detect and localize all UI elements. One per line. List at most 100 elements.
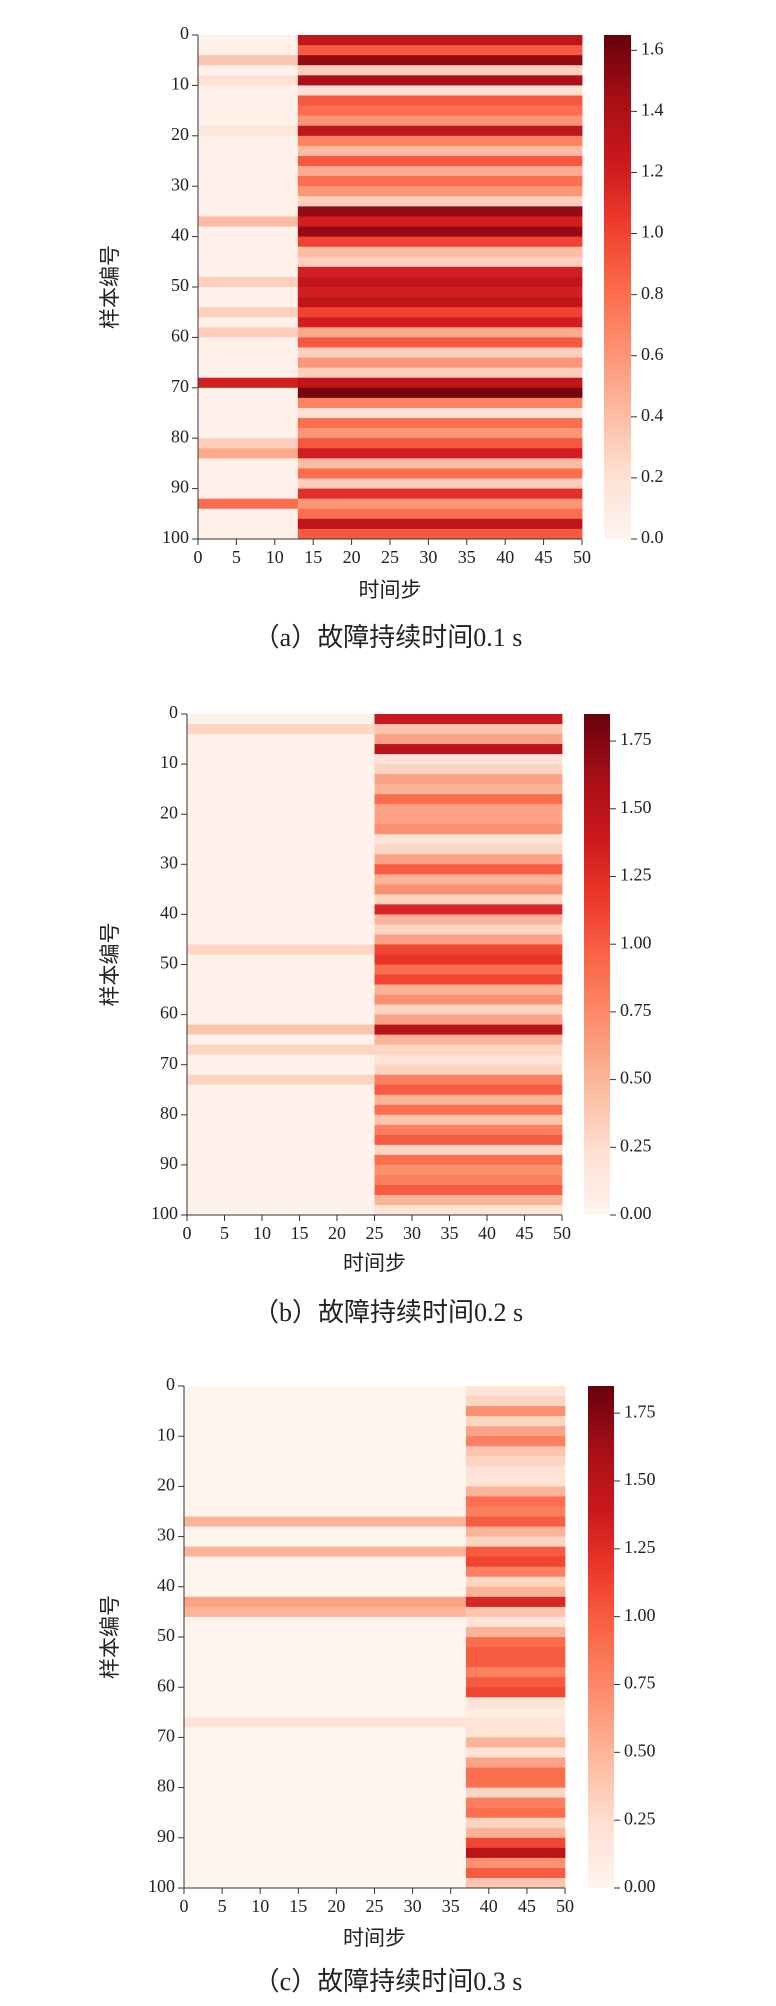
heatmap-cell xyxy=(198,327,299,338)
heatmap-cell xyxy=(465,1697,566,1708)
heatmap-cell xyxy=(374,794,563,805)
colorbar xyxy=(588,1386,614,1888)
heatmap-cell xyxy=(184,1717,467,1728)
heatmap-cell xyxy=(198,438,299,449)
heatmap-cell xyxy=(297,276,583,288)
colorbar-tick-label: 0.25 xyxy=(624,1808,656,1828)
heatmap-cell xyxy=(187,1184,375,1196)
heatmap-cell xyxy=(297,468,583,479)
heatmap-cell xyxy=(374,734,563,745)
heatmap-cell xyxy=(297,206,583,217)
heatmap-cell xyxy=(184,1767,467,1778)
y-axis-label: 样本编号 xyxy=(98,923,122,1007)
heatmap-cell xyxy=(198,428,299,439)
y-tick-label: 90 xyxy=(171,477,189,497)
heatmap-cell xyxy=(465,1556,566,1568)
heatmap-cell xyxy=(297,246,583,258)
heatmap-cell xyxy=(187,744,375,755)
heatmap-cell xyxy=(187,964,375,975)
x-tick-label: 10 xyxy=(251,1896,269,1916)
heatmap-cell xyxy=(184,1737,467,1748)
x-tick-label: 50 xyxy=(553,1223,571,1243)
heatmap-cell xyxy=(465,1456,566,1467)
heatmap-cell xyxy=(198,145,299,157)
heatmap-cell xyxy=(187,1164,375,1176)
colorbar-tick-label: 0.8 xyxy=(641,283,664,303)
x-tick-label: 0 xyxy=(183,1223,192,1243)
heatmap-cell xyxy=(297,85,583,96)
heatmap-cell xyxy=(184,1596,467,1608)
y-tick-label: 90 xyxy=(160,1153,178,1173)
heatmap-cell xyxy=(465,1787,566,1799)
heatmap-cell xyxy=(297,478,583,489)
heatmap-cell xyxy=(198,287,299,298)
heatmap-cell xyxy=(184,1807,467,1819)
heatmap-cell xyxy=(465,1837,566,1849)
heatmap-cell xyxy=(374,854,563,865)
heatmap-cell xyxy=(187,714,375,725)
heatmap-cell xyxy=(184,1576,467,1588)
heatmap-cell xyxy=(187,734,375,745)
colorbar-tick-label: 0.4 xyxy=(641,405,664,425)
heatmap-cell xyxy=(374,964,563,975)
heatmap-cell xyxy=(297,95,583,106)
heatmap-cell xyxy=(187,934,375,945)
heatmap-cell xyxy=(297,115,583,127)
heatmap-cell xyxy=(198,186,299,197)
heatmap-cell xyxy=(187,1194,375,1206)
heatmap-cell xyxy=(374,1004,563,1015)
x-tick-label: 25 xyxy=(366,1896,384,1916)
heatmap-cell xyxy=(184,1516,467,1527)
heatmap-cell xyxy=(187,1174,375,1186)
heatmap-cell xyxy=(374,1184,563,1196)
heatmap-cell xyxy=(198,85,299,96)
heatmap-cell xyxy=(465,1637,566,1648)
heatmap-cell xyxy=(198,55,299,66)
heatmap-cell xyxy=(198,468,299,479)
heatmap-cell xyxy=(198,528,299,540)
caption: （b）故障持续时间0.2 s xyxy=(253,1298,523,1327)
heatmap-cell xyxy=(187,1024,375,1036)
heatmap-cell xyxy=(184,1837,467,1849)
heatmap-cell xyxy=(374,1164,563,1176)
heatmap-cell xyxy=(297,508,583,520)
heatmap-cell xyxy=(184,1677,467,1688)
y-tick-label: 70 xyxy=(171,376,189,396)
heatmap-cell xyxy=(297,35,583,46)
heatmap-cell xyxy=(374,1044,563,1056)
heatmap-cell xyxy=(187,1094,375,1106)
colorbar-tick-label: 0.0 xyxy=(641,527,664,547)
colorbar-tick-label: 0.25 xyxy=(620,1135,652,1155)
colorbar-tick-label: 1.00 xyxy=(620,932,652,952)
heatmap-cell xyxy=(465,1877,566,1889)
heatmap-cell xyxy=(187,1124,375,1136)
heatmap-cell xyxy=(465,1857,566,1869)
heatmap-cell xyxy=(374,864,563,875)
heatmap-cell xyxy=(297,518,583,530)
heatmap-cell xyxy=(184,1777,467,1788)
heatmap-cell xyxy=(198,125,299,137)
heatmap-cell xyxy=(374,754,563,765)
heatmap-cell xyxy=(374,814,563,825)
colorbar-tick-label: 0.75 xyxy=(620,1000,652,1020)
heatmap-cell xyxy=(198,65,299,76)
y-tick-label: 50 xyxy=(160,953,178,973)
heatmap-cell xyxy=(187,884,375,895)
heatmap-cell xyxy=(465,1827,566,1839)
y-tick-label: 70 xyxy=(157,1726,175,1746)
y-tick-label: 80 xyxy=(157,1776,175,1796)
y-tick-label: 40 xyxy=(160,903,178,923)
x-tick-label: 20 xyxy=(327,1896,345,1916)
heatmap-cell xyxy=(297,135,583,147)
heatmap-cell xyxy=(198,216,299,227)
y-tick-label: 80 xyxy=(160,1103,178,1123)
heatmap-cell xyxy=(184,1586,467,1598)
x-tick-label: 40 xyxy=(478,1223,496,1243)
heatmap-cell xyxy=(374,1154,563,1166)
heatmap-cell xyxy=(374,1204,563,1216)
heatmap-cell xyxy=(297,458,583,469)
heatmap-cell xyxy=(374,984,563,995)
heatmap-cell xyxy=(465,1757,566,1768)
colorbar-tick-label: 1.50 xyxy=(620,797,652,817)
heatmap-cell xyxy=(198,488,299,500)
